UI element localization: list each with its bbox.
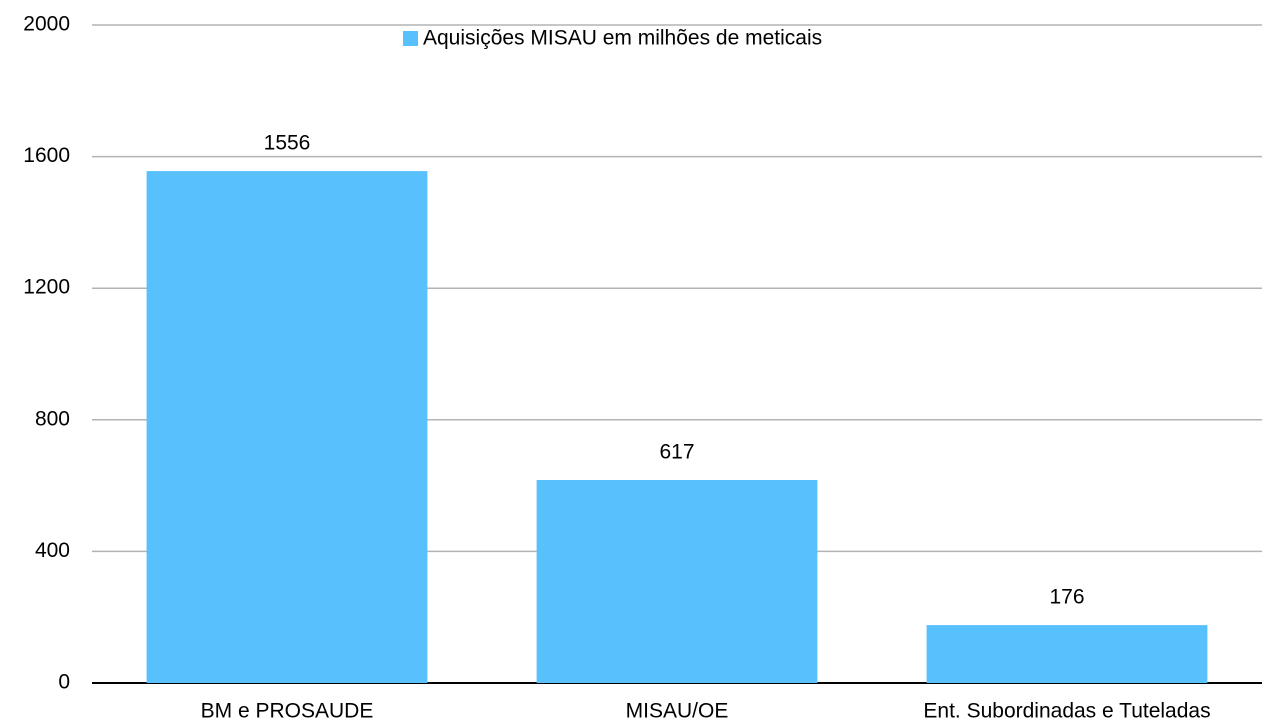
data-label: 617 [659,441,694,464]
legend-swatch [403,31,418,46]
data-label: 1556 [264,132,311,155]
y-tick-label: 800 [35,407,70,430]
y-tick-label: 1600 [23,144,70,167]
y-tick-label: 400 [35,539,70,562]
data-label: 176 [1049,586,1084,609]
y-tick-label: 0 [58,671,70,694]
legend-label: Aquisições MISAU em milhões de meticais [423,27,822,50]
x-tick-label: Ent. Subordinadas e Tuteladas [923,700,1210,723]
bar [926,625,1208,683]
x-tick-label: BM e PROSAUDE [201,700,374,723]
bars [146,171,1208,684]
labels: 0 400 800 1200 1600 2000 Aquisições MISAU em m… [23,13,1210,723]
bar [146,171,428,684]
x-tick-label: MISAU/OE [626,700,729,723]
bar [536,480,818,683]
y-tick-label: 2000 [23,13,70,36]
y-tick-label: 1200 [23,276,70,299]
